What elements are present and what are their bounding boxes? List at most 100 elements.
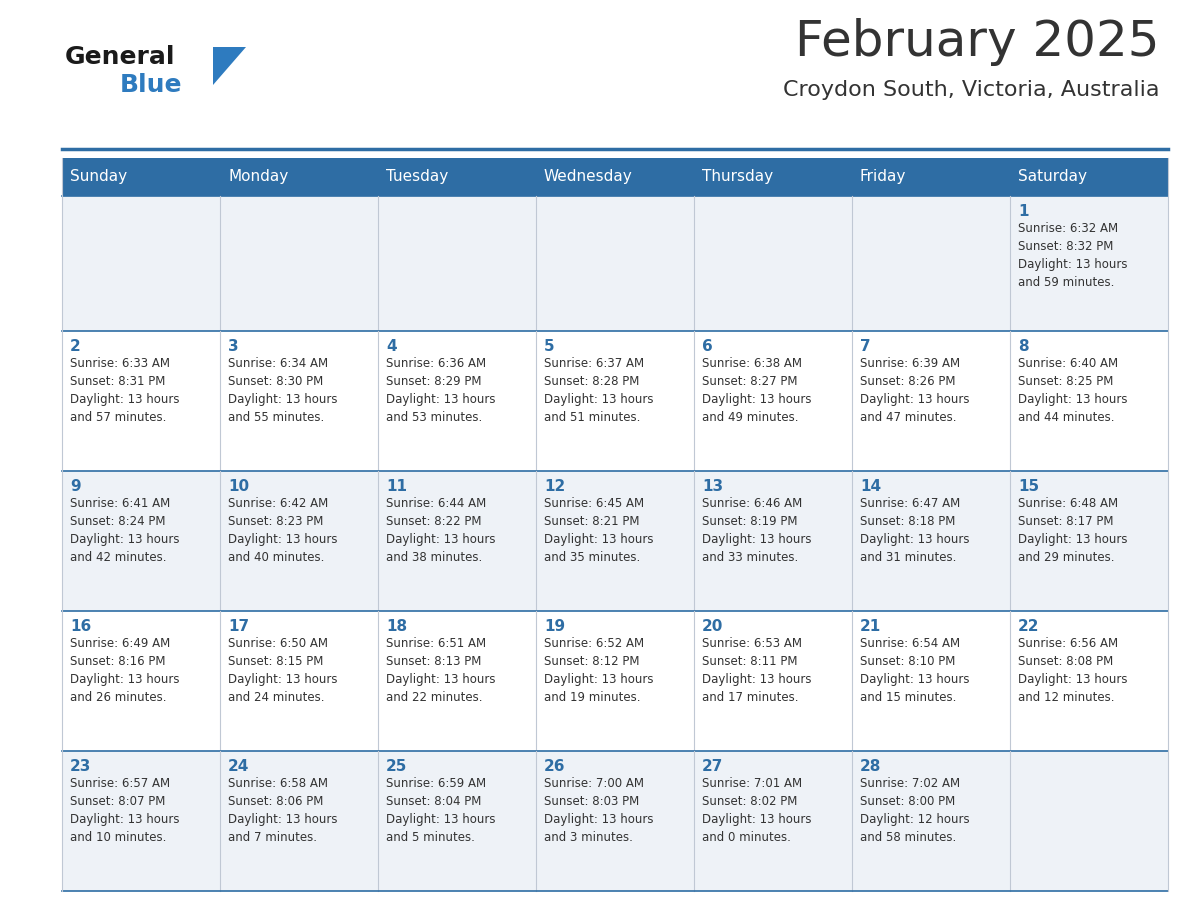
Text: Sunrise: 7:01 AM: Sunrise: 7:01 AM [702, 777, 802, 790]
Text: Daylight: 13 hours: Daylight: 13 hours [702, 533, 811, 546]
Text: 25: 25 [386, 759, 407, 774]
Text: and 26 minutes.: and 26 minutes. [70, 691, 166, 704]
Text: Sunrise: 6:47 AM: Sunrise: 6:47 AM [860, 497, 960, 510]
Text: Sunset: 8:29 PM: Sunset: 8:29 PM [386, 375, 481, 388]
Text: 20: 20 [702, 619, 723, 634]
Text: 7: 7 [860, 339, 871, 354]
Text: Sunset: 8:02 PM: Sunset: 8:02 PM [702, 795, 797, 808]
Text: 23: 23 [70, 759, 91, 774]
Text: General: General [65, 45, 176, 69]
Text: Monday: Monday [228, 170, 289, 185]
Text: Sunrise: 6:37 AM: Sunrise: 6:37 AM [544, 357, 644, 370]
Bar [62, 158, 1168, 196]
Text: 11: 11 [386, 479, 407, 494]
Text: Daylight: 13 hours: Daylight: 13 hours [228, 393, 337, 406]
Text: Daylight: 13 hours: Daylight: 13 hours [702, 673, 811, 686]
Text: Sunrise: 6:59 AM: Sunrise: 6:59 AM [386, 777, 486, 790]
Text: and 15 minutes.: and 15 minutes. [860, 691, 956, 704]
Text: and 12 minutes.: and 12 minutes. [1018, 691, 1114, 704]
Text: Daylight: 13 hours: Daylight: 13 hours [70, 533, 179, 546]
Text: Sunrise: 6:46 AM: Sunrise: 6:46 AM [702, 497, 802, 510]
Text: Sunset: 8:03 PM: Sunset: 8:03 PM [544, 795, 639, 808]
Text: Daylight: 13 hours: Daylight: 13 hours [860, 393, 969, 406]
Text: and 24 minutes.: and 24 minutes. [228, 691, 324, 704]
Text: Sunset: 8:18 PM: Sunset: 8:18 PM [860, 515, 955, 528]
Text: Daylight: 13 hours: Daylight: 13 hours [228, 533, 337, 546]
Text: Sunrise: 6:58 AM: Sunrise: 6:58 AM [228, 777, 328, 790]
Text: Daylight: 13 hours: Daylight: 13 hours [1018, 533, 1127, 546]
Text: Daylight: 13 hours: Daylight: 13 hours [70, 673, 179, 686]
Text: Sunrise: 6:34 AM: Sunrise: 6:34 AM [228, 357, 328, 370]
Text: Sunset: 8:15 PM: Sunset: 8:15 PM [228, 655, 323, 668]
Text: Sunset: 8:32 PM: Sunset: 8:32 PM [1018, 240, 1113, 253]
Text: Daylight: 13 hours: Daylight: 13 hours [386, 533, 495, 546]
Text: Sunset: 8:23 PM: Sunset: 8:23 PM [228, 515, 323, 528]
Text: Daylight: 13 hours: Daylight: 13 hours [1018, 258, 1127, 271]
Text: 27: 27 [702, 759, 723, 774]
Text: Sunrise: 6:56 AM: Sunrise: 6:56 AM [1018, 637, 1118, 650]
Text: Sunrise: 6:51 AM: Sunrise: 6:51 AM [386, 637, 486, 650]
Text: Friday: Friday [860, 170, 906, 185]
Text: and 59 minutes.: and 59 minutes. [1018, 276, 1114, 289]
Text: and 31 minutes.: and 31 minutes. [860, 551, 956, 564]
Text: 21: 21 [860, 619, 881, 634]
Text: Sunrise: 7:02 AM: Sunrise: 7:02 AM [860, 777, 960, 790]
Text: and 19 minutes.: and 19 minutes. [544, 691, 640, 704]
Text: and 0 minutes.: and 0 minutes. [702, 831, 791, 844]
Text: Daylight: 13 hours: Daylight: 13 hours [544, 393, 653, 406]
Text: Sunrise: 6:44 AM: Sunrise: 6:44 AM [386, 497, 486, 510]
Text: Sunset: 8:10 PM: Sunset: 8:10 PM [860, 655, 955, 668]
Text: Saturday: Saturday [1018, 170, 1087, 185]
Text: Sunset: 8:31 PM: Sunset: 8:31 PM [70, 375, 165, 388]
Polygon shape [213, 47, 246, 85]
Text: 18: 18 [386, 619, 407, 634]
Text: Sunset: 8:06 PM: Sunset: 8:06 PM [228, 795, 323, 808]
Text: 13: 13 [702, 479, 723, 494]
Text: and 55 minutes.: and 55 minutes. [228, 411, 324, 424]
Text: Daylight: 13 hours: Daylight: 13 hours [386, 813, 495, 826]
Text: 19: 19 [544, 619, 565, 634]
Text: Sunrise: 6:41 AM: Sunrise: 6:41 AM [70, 497, 170, 510]
Text: Daylight: 13 hours: Daylight: 13 hours [702, 393, 811, 406]
Text: and 47 minutes.: and 47 minutes. [860, 411, 956, 424]
Text: Sunrise: 6:40 AM: Sunrise: 6:40 AM [1018, 357, 1118, 370]
Text: Sunrise: 6:39 AM: Sunrise: 6:39 AM [860, 357, 960, 370]
Text: Wednesday: Wednesday [544, 170, 633, 185]
Text: Sunrise: 6:54 AM: Sunrise: 6:54 AM [860, 637, 960, 650]
Text: Sunrise: 6:53 AM: Sunrise: 6:53 AM [702, 637, 802, 650]
Text: 24: 24 [228, 759, 249, 774]
Text: Sunrise: 6:57 AM: Sunrise: 6:57 AM [70, 777, 170, 790]
Bar [62, 196, 1168, 331]
Text: 1: 1 [1018, 204, 1029, 219]
Text: 22: 22 [1018, 619, 1040, 634]
Bar [62, 331, 1168, 471]
Text: and 49 minutes.: and 49 minutes. [702, 411, 798, 424]
Text: and 57 minutes.: and 57 minutes. [70, 411, 166, 424]
Text: Sunset: 8:24 PM: Sunset: 8:24 PM [70, 515, 165, 528]
Text: Sunset: 8:12 PM: Sunset: 8:12 PM [544, 655, 639, 668]
Text: Sunset: 8:26 PM: Sunset: 8:26 PM [860, 375, 955, 388]
Text: Blue: Blue [120, 73, 183, 97]
Text: Sunset: 8:17 PM: Sunset: 8:17 PM [1018, 515, 1113, 528]
Text: Daylight: 13 hours: Daylight: 13 hours [386, 673, 495, 686]
Text: 6: 6 [702, 339, 713, 354]
Text: and 40 minutes.: and 40 minutes. [228, 551, 324, 564]
Text: Croydon South, Victoria, Australia: Croydon South, Victoria, Australia [784, 80, 1159, 100]
Text: 8: 8 [1018, 339, 1029, 354]
Bar [62, 611, 1168, 751]
Text: Sunset: 8:25 PM: Sunset: 8:25 PM [1018, 375, 1113, 388]
Text: 2: 2 [70, 339, 81, 354]
Text: 16: 16 [70, 619, 91, 634]
Text: Sunset: 8:27 PM: Sunset: 8:27 PM [702, 375, 797, 388]
Text: 10: 10 [228, 479, 249, 494]
Text: Sunset: 8:08 PM: Sunset: 8:08 PM [1018, 655, 1113, 668]
Text: and 58 minutes.: and 58 minutes. [860, 831, 956, 844]
Text: Daylight: 13 hours: Daylight: 13 hours [1018, 393, 1127, 406]
Text: February 2025: February 2025 [796, 18, 1159, 66]
Text: and 17 minutes.: and 17 minutes. [702, 691, 798, 704]
Text: Tuesday: Tuesday [386, 170, 448, 185]
Text: 9: 9 [70, 479, 81, 494]
Text: Daylight: 13 hours: Daylight: 13 hours [544, 673, 653, 686]
Text: Sunset: 8:28 PM: Sunset: 8:28 PM [544, 375, 639, 388]
Text: Daylight: 13 hours: Daylight: 13 hours [702, 813, 811, 826]
